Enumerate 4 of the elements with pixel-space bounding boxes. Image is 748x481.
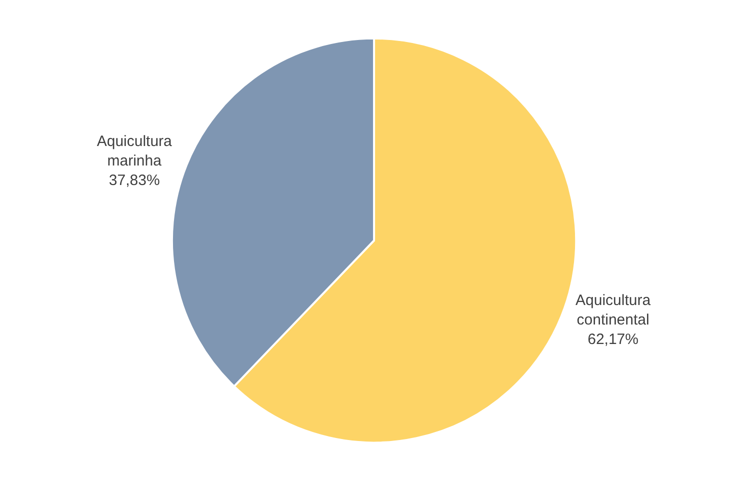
slice-label: Aquicultura marinha	[96, 133, 173, 170]
slice-label: Aquicultura continental	[576, 292, 652, 328]
data-label: 37,83%	[108, 172, 160, 190]
data-label: 62,17%	[588, 330, 638, 348]
